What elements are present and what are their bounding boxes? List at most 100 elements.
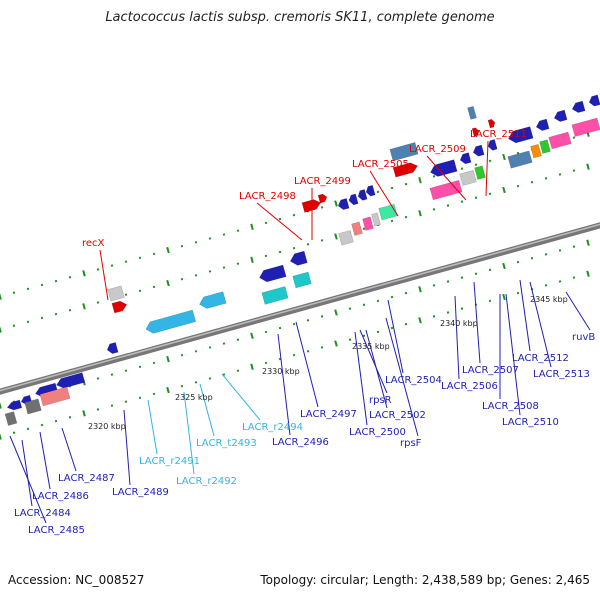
- feature-label-lacr-2506[interactable]: LACR_2506: [441, 381, 498, 392]
- gene-glyph[interactable]: [487, 119, 496, 129]
- tick-dot: [404, 291, 408, 295]
- tick-dot: [306, 319, 310, 322]
- feature-label-lacr-r2494[interactable]: LACR_r2494: [242, 422, 303, 433]
- gene-glyph[interactable]: [261, 286, 289, 305]
- tick-dot: [0, 293, 2, 300]
- feature-label-recx[interactable]: recX: [82, 238, 105, 249]
- gene-glyph[interactable]: [362, 216, 374, 231]
- gene-glyph[interactable]: [144, 309, 197, 335]
- leader-line: [256, 202, 303, 241]
- gene-glyph[interactable]: [588, 94, 600, 107]
- feature-label-lacr-r2492[interactable]: LACR_r2492: [176, 476, 237, 487]
- gene-glyph[interactable]: [530, 143, 542, 159]
- gene-glyph[interactable]: [472, 144, 485, 157]
- gene-glyph[interactable]: [55, 372, 86, 390]
- feature-label-lacr-2510[interactable]: LACR_2510: [502, 417, 559, 428]
- gene-glyph[interactable]: [258, 264, 287, 284]
- tick-dot: [516, 291, 520, 295]
- gene-glyph[interactable]: [548, 131, 572, 150]
- tick-dot: [68, 275, 72, 279]
- feature-label-lacr-2496[interactable]: LACR_2496: [272, 437, 329, 448]
- gene-glyph[interactable]: [107, 285, 125, 302]
- feature-label-lacr-2504[interactable]: LACR_2504: [385, 375, 442, 386]
- feature-label-lacr-2507[interactable]: LACR_2507: [462, 365, 519, 376]
- feature-label-lacr-2484[interactable]: LACR_2484: [14, 508, 71, 519]
- gene-glyph[interactable]: [392, 161, 419, 178]
- gene-glyph[interactable]: [338, 230, 354, 246]
- feature-label-lacr-2509[interactable]: LACR_2509: [409, 144, 466, 155]
- tick-dot: [572, 136, 576, 139]
- feature-label-lacr-2486[interactable]: LACR_2486: [32, 491, 89, 502]
- feature-label-lacr-2513[interactable]: LACR_2513: [533, 369, 590, 380]
- tick-dot: [502, 186, 506, 194]
- feature-label-lacr-2485[interactable]: LACR_2485: [28, 525, 85, 536]
- gene-glyph[interactable]: [351, 221, 363, 236]
- tick-dot: [292, 353, 296, 357]
- gene-glyph[interactable]: [39, 386, 71, 407]
- feature-label-lacr-2502[interactable]: LACR_2502: [369, 410, 426, 421]
- gene-glyph[interactable]: [111, 300, 128, 314]
- gene-glyph[interactable]: [459, 169, 477, 186]
- feature-label-lacr-2500[interactable]: LACR_2500: [349, 427, 406, 438]
- gene-glyph[interactable]: [4, 411, 18, 426]
- feature-label-lacr-2497[interactable]: LACR_2497: [300, 409, 357, 420]
- gene-glyph[interactable]: [467, 105, 477, 120]
- gene-glyph[interactable]: [487, 139, 498, 151]
- gene-glyph[interactable]: [198, 291, 227, 311]
- gene-glyph[interactable]: [317, 193, 328, 204]
- gene-glyph[interactable]: [106, 342, 119, 354]
- leader-line: [183, 391, 195, 475]
- feature-label-lacr-2498[interactable]: LACR_2498: [239, 191, 296, 202]
- tick-dot: [432, 175, 436, 178]
- gene-glyph[interactable]: [371, 212, 381, 227]
- tick-dot: [194, 350, 198, 353]
- feature-label-lacr-t2493[interactable]: LACR_t2493: [196, 438, 257, 449]
- gene-glyph[interactable]: [429, 159, 458, 179]
- tick-dot: [194, 274, 198, 277]
- gene-glyph[interactable]: [348, 193, 359, 206]
- gene-glyph[interactable]: [24, 398, 42, 415]
- gene-glyph[interactable]: [535, 118, 550, 132]
- feature-label-lacr-2487[interactable]: LACR_2487: [58, 473, 115, 484]
- feature-label-lacr-2508[interactable]: LACR_2508: [482, 401, 539, 412]
- gene-glyph[interactable]: [357, 189, 368, 201]
- gene-glyph[interactable]: [459, 152, 472, 165]
- tick-dot: [110, 373, 114, 376]
- feature-label-lacr-2511[interactable]: LACR_2511: [470, 129, 527, 140]
- feature-label-ruvb[interactable]: ruvB: [572, 332, 595, 343]
- tick-dot: [418, 286, 422, 293]
- gene-glyph[interactable]: [289, 250, 308, 267]
- gene-glyph[interactable]: [429, 179, 463, 201]
- gene-glyph[interactable]: [337, 198, 350, 210]
- feature-label-lacr-2512[interactable]: LACR_2512: [512, 353, 569, 364]
- feature-label-rpsr[interactable]: rpsR: [369, 395, 392, 406]
- feature-label-rpsf[interactable]: rpsF: [400, 438, 422, 449]
- feature-label-lacr-r2491[interactable]: LACR_r2491: [139, 456, 200, 467]
- tick-dot: [68, 415, 72, 419]
- leader-line: [369, 170, 399, 217]
- feature-label-lacr-2505[interactable]: LACR_2505: [352, 159, 409, 170]
- tick-dot: [236, 229, 240, 232]
- gene-glyph[interactable]: [571, 117, 600, 137]
- gene-glyph[interactable]: [471, 127, 480, 137]
- tick-dot: [82, 270, 86, 277]
- gene-glyph[interactable]: [365, 184, 376, 197]
- gene-glyph[interactable]: [389, 142, 419, 162]
- gene-glyph[interactable]: [6, 399, 23, 411]
- gene-glyph[interactable]: [571, 100, 586, 114]
- tick-dot: [348, 338, 352, 341]
- tick-dot: [222, 342, 226, 345]
- gene-glyph[interactable]: [378, 203, 398, 221]
- gene-glyph[interactable]: [507, 126, 534, 145]
- feature-label-lacr-2489[interactable]: LACR_2489: [112, 487, 169, 498]
- gene-glyph[interactable]: [553, 109, 568, 123]
- tick-dot: [208, 237, 212, 240]
- gene-glyph[interactable]: [292, 271, 312, 289]
- gene-glyph[interactable]: [507, 150, 533, 169]
- tick-dot: [334, 200, 338, 207]
- gene-glyph[interactable]: [539, 139, 551, 154]
- feature-label-lacr-2499[interactable]: LACR_2499: [294, 176, 351, 187]
- gene-glyph[interactable]: [474, 165, 486, 180]
